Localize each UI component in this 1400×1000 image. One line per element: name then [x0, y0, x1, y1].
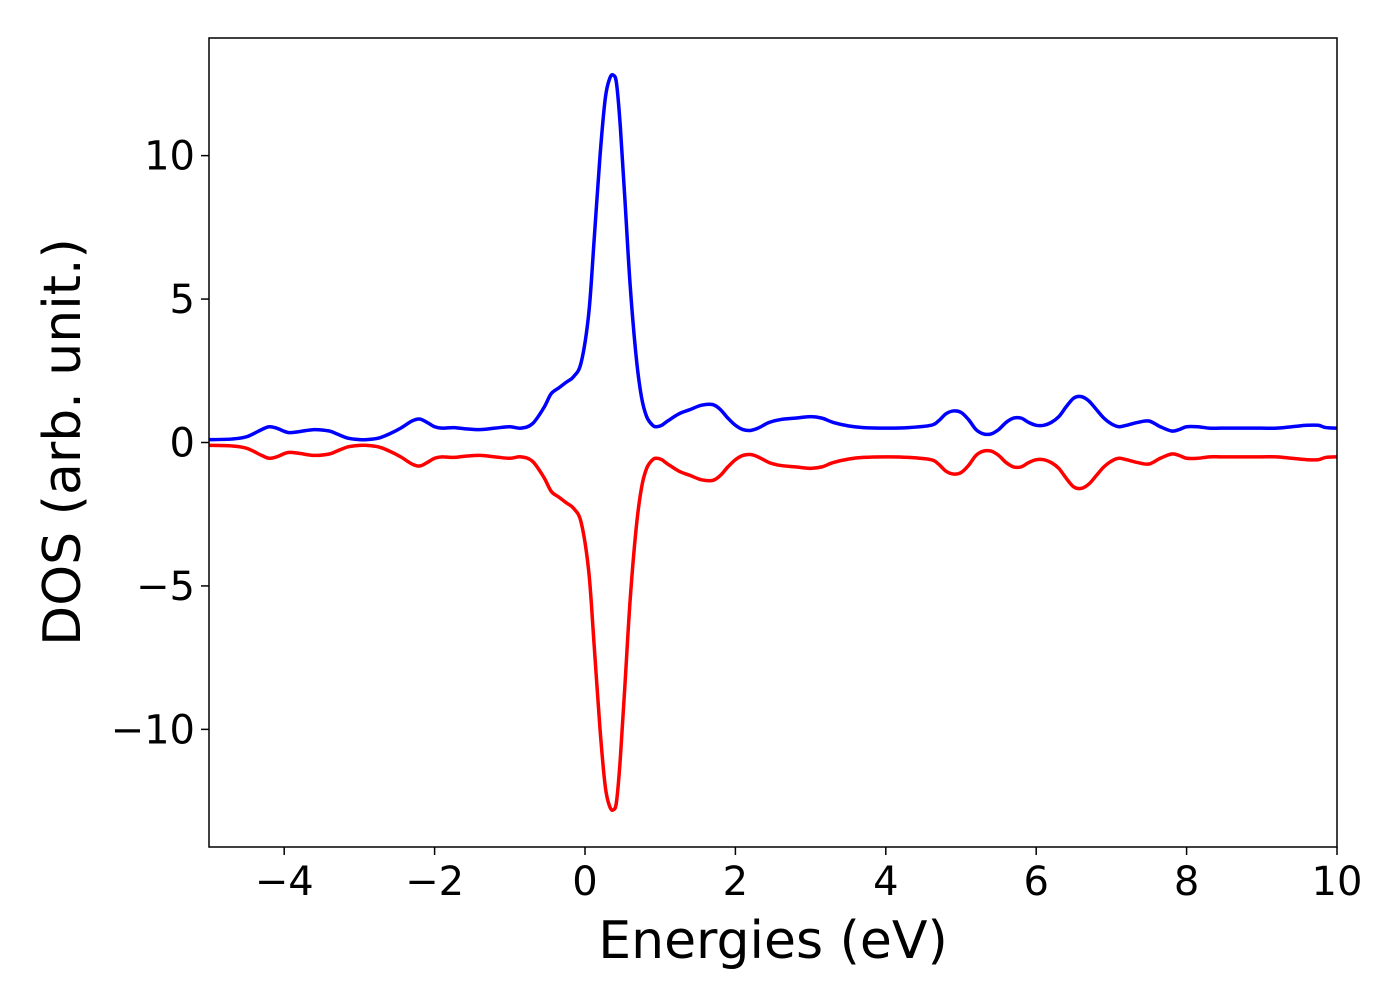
y-tick-label: −10 — [111, 707, 195, 753]
series-layer — [208, 73, 1338, 812]
y-axis-label: DOS (arb. unit.) — [33, 238, 93, 646]
y-tick-label: 10 — [144, 134, 195, 180]
x-tick-label: −2 — [405, 859, 464, 905]
plot-background — [209, 38, 1337, 847]
y-axis-ticks: 10 5 0 −5 −10 — [111, 134, 209, 753]
x-axis-ticks: −4 −2 0 2 4 6 8 10 — [255, 847, 1363, 905]
series-line-negative — [208, 443, 1338, 812]
y-tick-label: 5 — [170, 277, 195, 323]
x-tick-label: 4 — [873, 859, 898, 905]
x-tick-label: −4 — [255, 859, 314, 905]
y-tick-label: 0 — [170, 421, 195, 467]
x-tick-label: 6 — [1023, 859, 1048, 905]
x-axis-label: Energies (eV) — [598, 911, 947, 971]
x-tick-label: 10 — [1312, 859, 1363, 905]
x-tick-label: 0 — [572, 859, 597, 905]
y-tick-label: −5 — [136, 564, 195, 610]
series-line-positive — [208, 73, 1338, 442]
x-tick-label: 8 — [1174, 859, 1199, 905]
x-tick-label: 2 — [723, 859, 748, 905]
